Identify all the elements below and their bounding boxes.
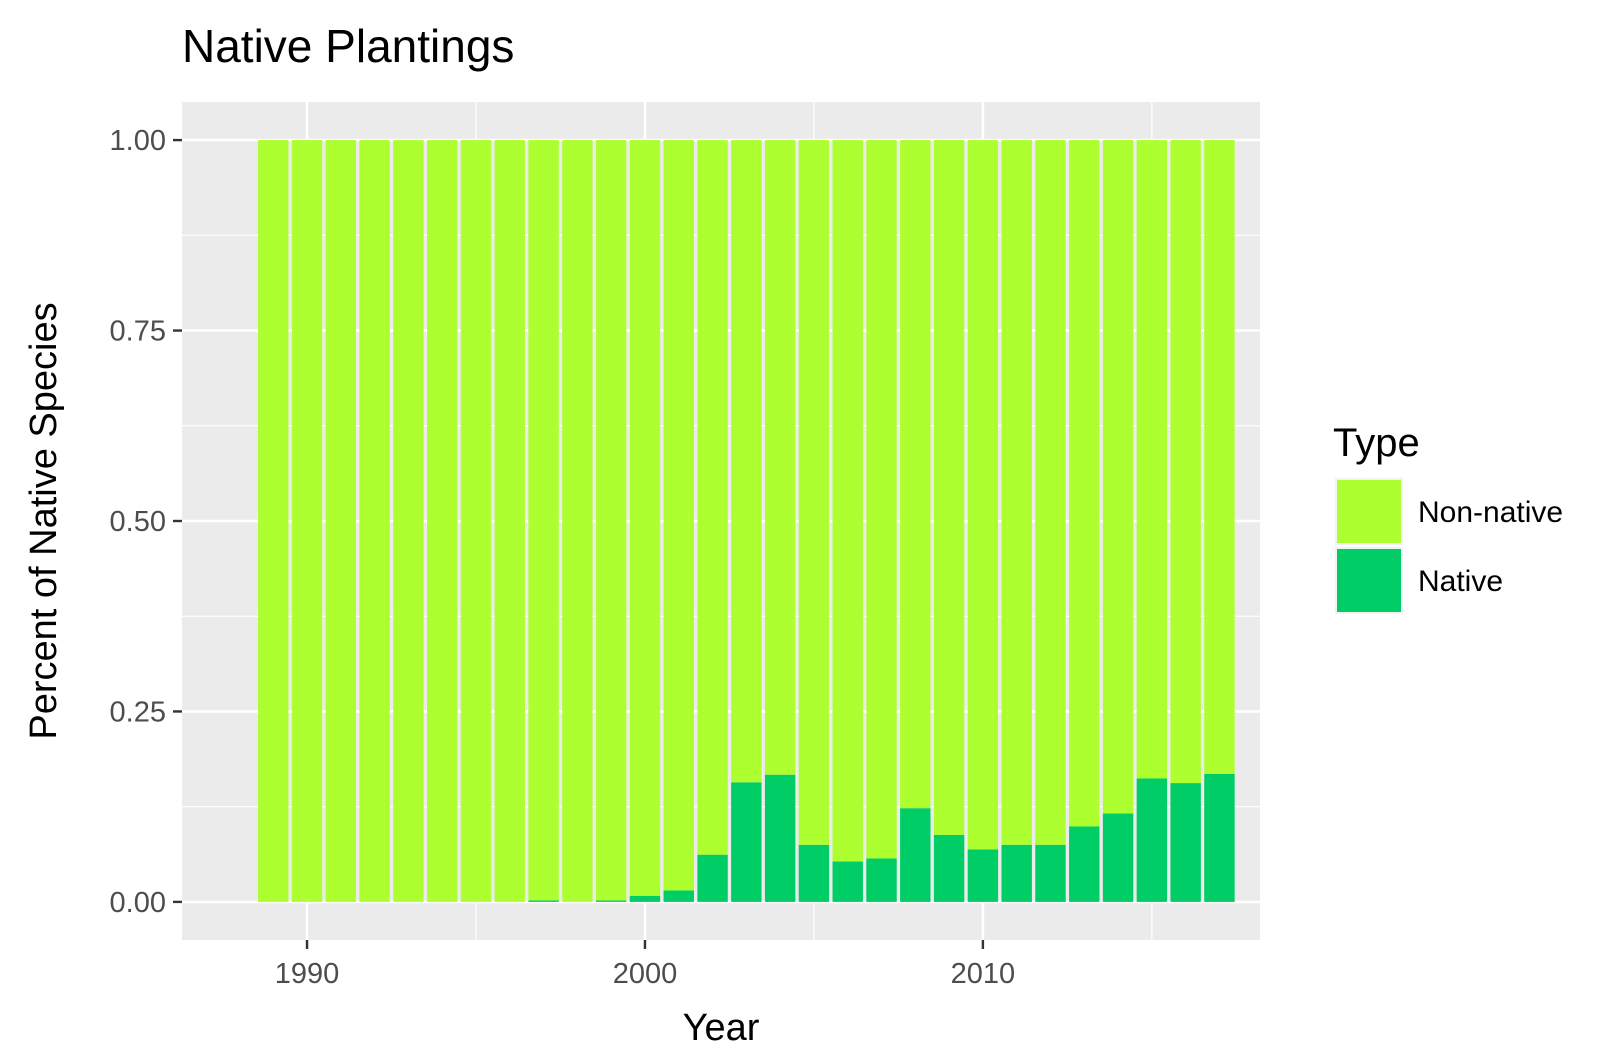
bar-non-native-1996 [494, 140, 525, 902]
legend-swatch-native [1337, 549, 1401, 612]
bar-non-native-1998 [562, 140, 593, 902]
bar-non-native-1991 [325, 140, 357, 902]
bar-native-2002 [697, 854, 728, 902]
bar-non-native-2017 [1204, 140, 1235, 774]
bar-non-native-1990 [291, 140, 323, 902]
x-axis: 1990 2000 2010 [275, 940, 1015, 990]
bar-native-1997 [528, 900, 559, 902]
bar-non-native-2003 [731, 140, 762, 783]
bar-non-native-2006 [832, 140, 863, 862]
bar-non-native-2009 [933, 140, 965, 835]
legend-swatch-non-native [1337, 480, 1401, 543]
bar-non-native-2015 [1136, 140, 1168, 779]
bar-non-native-2001 [663, 140, 694, 891]
bar-non-native-1993 [393, 140, 424, 902]
bar-native-2009 [933, 834, 965, 902]
x-tick-label: 2010 [951, 958, 1016, 990]
y-tick-label: 0.25 [110, 696, 166, 728]
bar-native-2016 [1170, 783, 1201, 902]
bar-non-native-1994 [427, 140, 458, 902]
legend-label: Non-native [1418, 496, 1563, 529]
y-tick-label: 1.00 [110, 125, 166, 157]
bar-native-1999 [595, 900, 627, 902]
x-tick-label: 1990 [275, 958, 340, 990]
bar-non-native-2014 [1102, 140, 1134, 814]
x-tick-label: 2000 [613, 958, 678, 990]
bar-native-2014 [1102, 813, 1134, 902]
bar-native-2013 [1069, 826, 1100, 902]
legend: Type Non-native Native [1333, 421, 1563, 614]
x-axis-label: Year [683, 1007, 760, 1049]
bar-non-native-2013 [1069, 140, 1100, 827]
bar-native-2004 [764, 774, 796, 902]
bar-non-native-2000 [629, 140, 661, 896]
bar-non-native-2011 [1001, 140, 1032, 845]
bar-non-native-1989 [258, 140, 289, 902]
bar-non-native-2002 [697, 140, 728, 855]
bar-non-native-2004 [764, 140, 796, 775]
bar-native-2017 [1204, 773, 1235, 902]
bar-non-native-2016 [1170, 140, 1201, 784]
legend-entries: Non-native Native [1335, 478, 1563, 614]
bar-native-2011 [1001, 844, 1032, 902]
bar-non-native-2007 [866, 140, 897, 859]
bar-native-2005 [798, 844, 830, 902]
y-tick-label: 0.75 [110, 316, 166, 348]
bar-native-2008 [900, 808, 931, 902]
bar-non-native-2012 [1035, 140, 1066, 845]
bar-non-native-2010 [967, 140, 999, 850]
bar-non-native-1997 [528, 140, 559, 901]
y-tick-label: 0.50 [110, 506, 166, 538]
bar-native-2001 [663, 890, 694, 902]
legend-label: Native [1418, 565, 1503, 598]
y-tick-label: 0.00 [110, 887, 166, 919]
bar-non-native-2008 [900, 140, 931, 809]
bar-native-2015 [1136, 778, 1168, 902]
bar-native-2006 [832, 861, 863, 902]
bar-non-native-2005 [798, 140, 830, 845]
bar-native-2000 [629, 895, 661, 902]
bar-native-2010 [967, 849, 999, 902]
chart-title: Native Plantings [182, 20, 514, 72]
bar-non-native-1999 [595, 140, 627, 901]
bars-layer [258, 140, 1235, 902]
y-axis: 0.00 0.25 0.50 0.75 1.00 [110, 125, 182, 919]
bar-non-native-1992 [359, 140, 390, 902]
bar-native-2003 [731, 782, 762, 902]
bar-native-2012 [1035, 844, 1066, 902]
legend-title: Type [1333, 421, 1420, 465]
y-axis-label: Percent of Native Species [23, 302, 65, 739]
bar-non-native-1995 [460, 140, 492, 902]
bar-native-2007 [866, 858, 897, 902]
